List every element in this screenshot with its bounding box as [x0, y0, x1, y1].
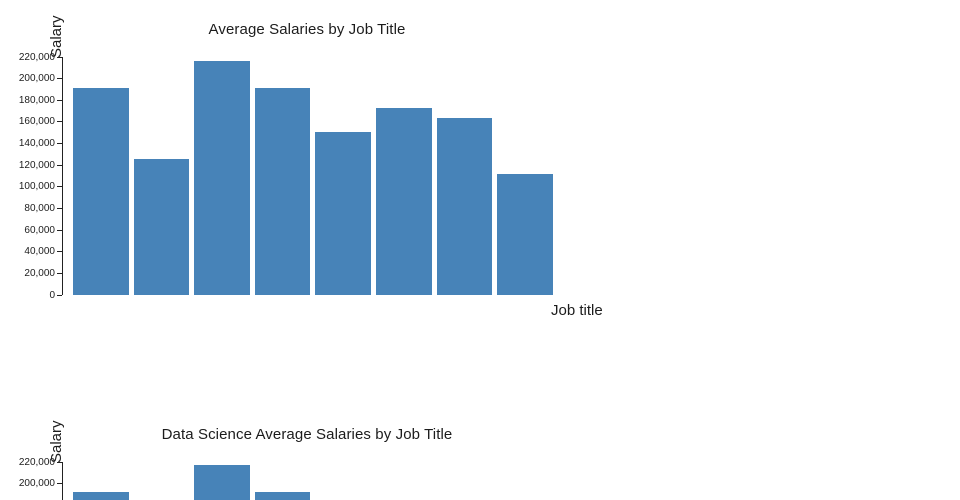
bar — [315, 131, 371, 295]
chart-title: Data Science Average Salaries by Job Tit… — [161, 426, 453, 443]
bar — [376, 107, 432, 295]
y-tick-label: 160,000 — [18, 116, 55, 128]
chart-title: Average Salaries by Job Title — [208, 21, 406, 38]
y-tick-mark — [57, 251, 62, 253]
y-tick-label: 80,000 — [24, 203, 55, 214]
chart-data-science-average-salaries: 020,00040,00060,00080,000100,000120,0001… — [0, 405, 960, 500]
bar — [254, 492, 311, 500]
bar — [497, 173, 553, 295]
bar — [73, 492, 129, 500]
y-tick-label: 20,000 — [24, 267, 55, 279]
y-tick-label: 40,000 — [24, 246, 55, 258]
bar — [194, 465, 250, 500]
y-tick-label: 140,000 — [18, 138, 55, 149]
y-tick-mark — [57, 78, 62, 80]
y-tick-mark — [57, 294, 62, 296]
y-axis-label: Salary — [48, 15, 65, 58]
bar — [73, 88, 129, 295]
y-tick-label: 100,000 — [18, 181, 55, 193]
y-tick-label: 0 — [49, 289, 55, 301]
bar — [133, 158, 190, 295]
y-tick-label: 200,000 — [18, 478, 55, 490]
y-tick-mark — [57, 483, 62, 485]
y-tick-label: 220,000 — [18, 456, 55, 468]
plot-area: 020,00040,00060,00080,000100,000120,0001… — [0, 405, 960, 500]
y-tick-mark — [57, 186, 62, 188]
y-axis-line — [62, 462, 63, 500]
y-tick-mark — [57, 461, 62, 463]
y-tick-mark — [57, 208, 62, 209]
y-tick-label: 200,000 — [18, 73, 55, 85]
y-tick-mark — [57, 56, 62, 58]
y-tick-label: 180,000 — [18, 94, 55, 106]
y-tick-mark — [57, 229, 62, 231]
y-tick-label: 60,000 — [24, 224, 55, 236]
bar — [436, 117, 493, 295]
x-axis-label: Job title — [551, 302, 603, 319]
bar — [254, 88, 311, 295]
y-axis-line — [62, 57, 63, 295]
plot-area: 0 20,000 40,000 60,000 80,000 100,000 120,000 1… — [18, 51, 553, 301]
y-tick-mark — [57, 121, 62, 123]
bar — [194, 61, 250, 295]
y-tick-label: 220,000 — [18, 51, 55, 63]
chart-average-salaries: 0 20,000 40,000 60,000 80,000 100,000 120,000 1… — [18, 15, 603, 319]
y-tick-mark — [57, 164, 62, 166]
y-axis-label: Salary — [48, 420, 65, 463]
y-tick-label: 120,000 — [18, 159, 55, 171]
y-tick-mark — [57, 99, 62, 101]
y-tick-mark — [57, 143, 62, 144]
y-tick-mark — [57, 272, 62, 274]
